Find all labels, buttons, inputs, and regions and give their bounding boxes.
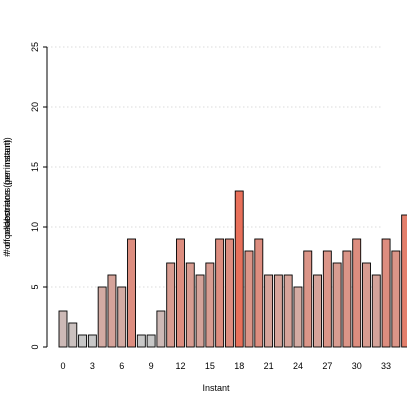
x-tick-label: 15 xyxy=(205,361,215,371)
bar-instant-34 xyxy=(391,250,401,348)
axes: 05101520250369121518212427303336394245 xyxy=(30,42,391,371)
bar-instant-16 xyxy=(215,238,225,348)
bar-instant-6 xyxy=(117,286,127,348)
bar-instant-1 xyxy=(68,322,78,348)
y-tick-label: 5 xyxy=(30,284,40,289)
y-tick-label: 15 xyxy=(30,162,40,172)
bar-instant-27 xyxy=(322,250,332,348)
bar-instant-14 xyxy=(195,274,205,348)
x-tick-label: 0 xyxy=(60,361,65,371)
bar-instant-23 xyxy=(283,274,293,348)
y-tick-label: 25 xyxy=(30,42,40,52)
bar-instant-12 xyxy=(176,238,185,348)
bar-instant-4 xyxy=(97,286,107,348)
bar-instant-17 xyxy=(224,238,234,348)
bar-instant-10 xyxy=(156,310,166,348)
bar-instant-11 xyxy=(166,262,176,348)
x-tick-label: 21 xyxy=(264,361,274,371)
bar-instant-35 xyxy=(401,214,407,348)
y-axis-label: # of collaborators (per instant) xyxy=(2,137,12,257)
bar-instant-32 xyxy=(371,274,381,348)
bar-instant-33 xyxy=(381,238,391,348)
x-tick-label: 3 xyxy=(90,361,95,371)
bar-instant-28 xyxy=(332,262,342,348)
x-tick-label: 33 xyxy=(381,361,391,371)
bar-instant-0 xyxy=(58,310,68,348)
x-tick-label: 6 xyxy=(119,361,124,371)
x-tick-label: 30 xyxy=(352,361,362,371)
bar-instant-20 xyxy=(254,238,264,348)
bars xyxy=(58,190,407,348)
bar-instant-15 xyxy=(205,262,215,348)
y-tick-label: 10 xyxy=(30,222,40,232)
bar-instant-30 xyxy=(352,238,362,348)
x-tick-label: 9 xyxy=(149,361,154,371)
bar-instant-8 xyxy=(136,334,146,348)
x-axis-label: Instant xyxy=(202,383,230,393)
x-tick-label: 12 xyxy=(175,361,185,371)
bar-instant-21 xyxy=(264,274,274,348)
x-tick-label: 27 xyxy=(322,361,332,371)
bar-instant-22 xyxy=(273,274,283,348)
bar-instant-24 xyxy=(293,286,303,348)
bar-instant-29 xyxy=(342,250,352,348)
bar-instant-2 xyxy=(78,334,88,348)
bar-instant-18 xyxy=(234,190,244,348)
bar-instant-7 xyxy=(127,238,136,348)
bar-instant-13 xyxy=(185,262,195,348)
y-tick-label: 20 xyxy=(30,102,40,112)
bar-instant-26 xyxy=(313,274,322,348)
bar-instant-19 xyxy=(244,250,254,348)
bar-instant-3 xyxy=(87,334,97,348)
bar-instant-9 xyxy=(146,334,156,348)
x-tick-label: 18 xyxy=(234,361,244,371)
x-tick-label: 24 xyxy=(293,361,303,371)
bar-instant-31 xyxy=(362,262,371,348)
y-axis-label-overlap: # of pedestrians (per instant) xyxy=(2,140,12,255)
bar-instant-5 xyxy=(107,274,117,348)
y-tick-label: 0 xyxy=(30,344,40,349)
bar-instant-25 xyxy=(303,250,313,348)
